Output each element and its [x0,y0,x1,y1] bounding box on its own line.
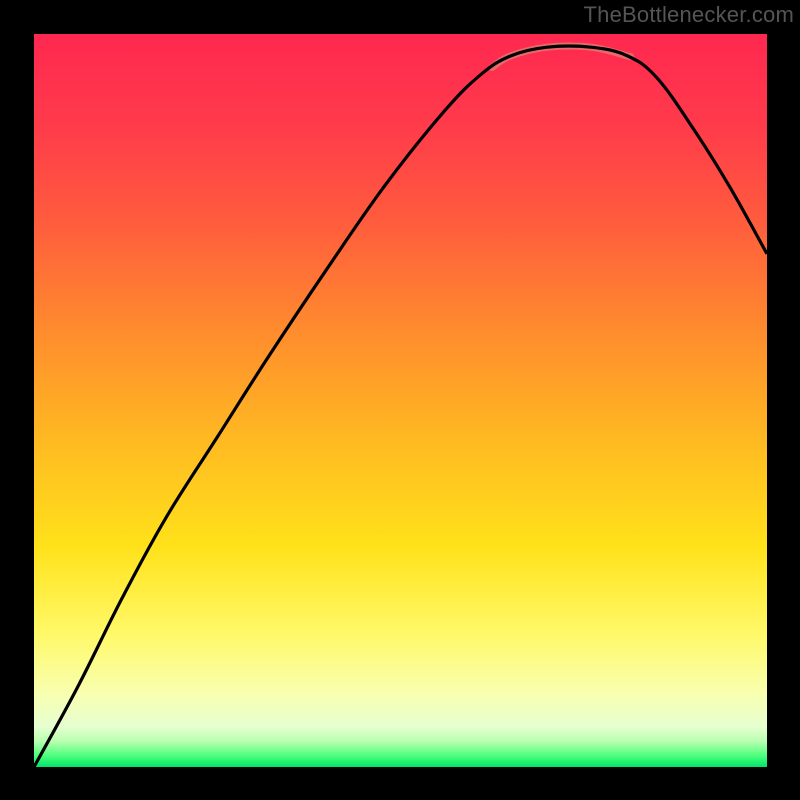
plot-area [34,34,767,767]
watermark-text: TheBottlenecker.com [578,0,800,32]
chart-canvas: { "watermark": { "text": "TheBottlenecke… [0,0,800,800]
gradient-chart [0,0,800,800]
